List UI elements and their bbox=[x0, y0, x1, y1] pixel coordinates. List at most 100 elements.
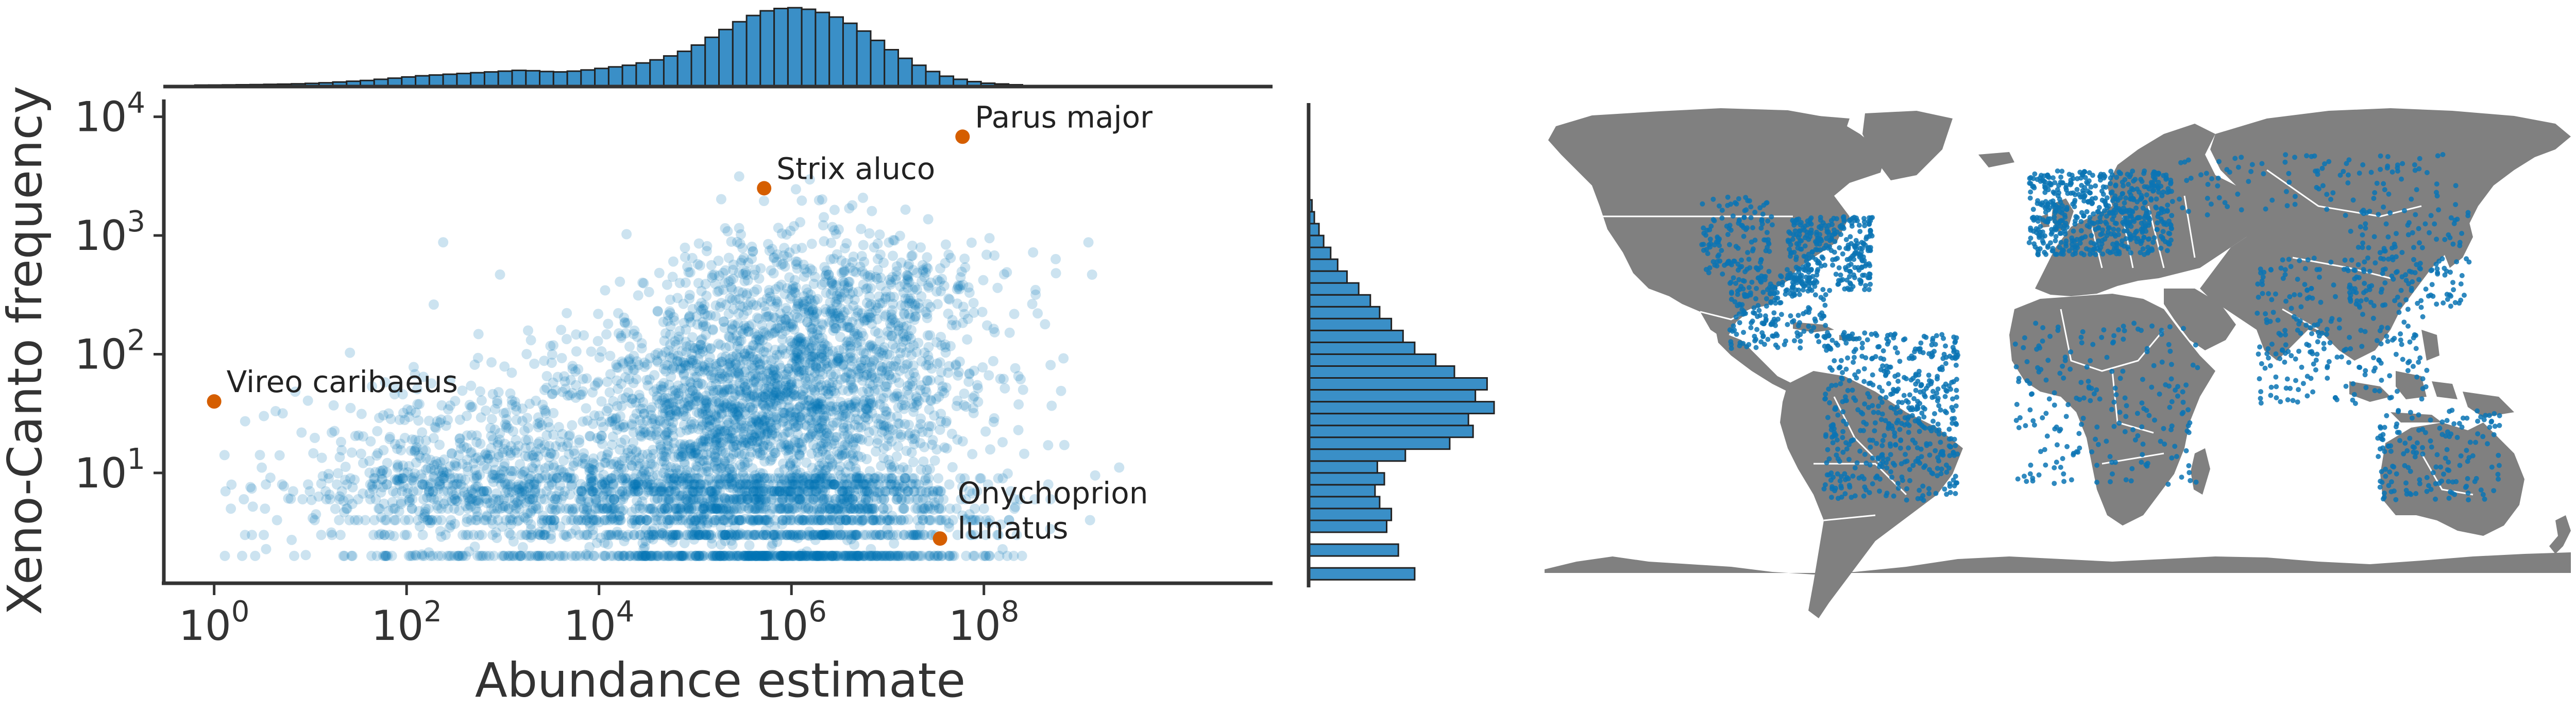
scatter-point bbox=[403, 550, 414, 561]
scatter-point bbox=[859, 316, 870, 327]
scatter-point bbox=[885, 411, 896, 422]
scatter-point bbox=[700, 436, 710, 447]
scatter-point bbox=[659, 430, 670, 441]
scatter-point bbox=[703, 409, 713, 419]
scatter-point bbox=[687, 358, 698, 368]
scatter-point bbox=[338, 550, 349, 561]
scatter-point bbox=[693, 486, 704, 496]
scatter-point bbox=[845, 352, 856, 363]
scatter-point bbox=[846, 534, 857, 545]
scatter-point bbox=[940, 515, 951, 526]
scatter-point bbox=[551, 504, 562, 515]
scatter-point bbox=[1114, 462, 1125, 473]
scatter-point bbox=[647, 526, 657, 537]
scatter-point bbox=[793, 334, 804, 345]
scatter-point bbox=[751, 373, 761, 384]
scatter-point bbox=[592, 503, 603, 514]
scatter-point bbox=[656, 515, 667, 526]
scatter-point bbox=[790, 184, 801, 195]
scatter-point bbox=[689, 473, 700, 484]
scatter-point bbox=[600, 285, 611, 296]
scatter-point bbox=[818, 404, 828, 415]
scatter-point bbox=[617, 356, 628, 367]
scatter-point bbox=[699, 309, 710, 319]
scatter-point bbox=[692, 486, 703, 497]
scatter-point bbox=[728, 391, 739, 402]
scatter-point bbox=[657, 451, 668, 462]
scatter-point bbox=[531, 395, 541, 406]
scatter-point bbox=[476, 455, 486, 466]
scatter-point bbox=[984, 233, 995, 244]
scatter-point bbox=[828, 479, 839, 490]
scatter-point bbox=[578, 416, 588, 427]
scatter-point bbox=[777, 515, 788, 526]
scatter-point bbox=[803, 479, 814, 490]
scatter-point bbox=[465, 448, 476, 459]
scatter-point bbox=[697, 379, 708, 390]
scatter-point bbox=[514, 515, 524, 526]
scatter-point bbox=[719, 386, 730, 397]
scatter-point bbox=[334, 452, 345, 463]
scatter-point bbox=[723, 309, 734, 319]
scatter-point bbox=[655, 486, 666, 497]
scatter-point bbox=[709, 457, 720, 468]
scatter-point bbox=[486, 357, 497, 368]
scatter-point bbox=[985, 444, 995, 455]
xhist-bar bbox=[925, 71, 941, 87]
scatter-point bbox=[523, 325, 533, 336]
scatter-point bbox=[951, 320, 961, 331]
scatter-point bbox=[827, 550, 838, 561]
scatter-point bbox=[758, 530, 769, 540]
scatter-point bbox=[526, 488, 536, 499]
scatter-point bbox=[732, 440, 742, 450]
scatter-point bbox=[703, 466, 714, 477]
scatter-point bbox=[452, 496, 463, 506]
xhist-bar bbox=[428, 74, 444, 87]
scatter-point bbox=[564, 467, 575, 478]
scatter-point bbox=[723, 510, 734, 521]
scatter-point bbox=[541, 430, 552, 441]
scatter-point bbox=[495, 269, 505, 280]
scatter-point bbox=[706, 538, 717, 549]
scatter-point bbox=[742, 392, 753, 402]
scatter-point bbox=[642, 359, 653, 370]
scatter-point bbox=[959, 388, 970, 399]
scatter-point bbox=[345, 347, 355, 358]
scatter-point bbox=[940, 239, 951, 250]
scatter-point bbox=[674, 278, 685, 289]
scatter-point bbox=[556, 353, 567, 363]
scatter-point bbox=[904, 298, 914, 309]
xhist-bar bbox=[759, 10, 775, 87]
scatter-point bbox=[808, 550, 819, 561]
scatter-point bbox=[844, 277, 855, 288]
scatter-point bbox=[759, 301, 770, 312]
scatter-point bbox=[723, 252, 734, 263]
scatter-point bbox=[923, 214, 934, 225]
scatter-point bbox=[727, 383, 738, 394]
scatter-point bbox=[587, 515, 598, 526]
scatter-point bbox=[788, 473, 798, 484]
scatter-point bbox=[874, 229, 885, 240]
scatter-point bbox=[809, 398, 820, 409]
scatter-point bbox=[684, 479, 695, 490]
scatter-point bbox=[601, 530, 612, 540]
scatter-point bbox=[754, 273, 765, 284]
scatter-point bbox=[686, 503, 697, 514]
scatter-point bbox=[219, 450, 230, 461]
scatter-point bbox=[706, 486, 717, 497]
scatter-point bbox=[643, 430, 654, 440]
scatter-point bbox=[475, 486, 486, 497]
scatter-point bbox=[685, 443, 696, 453]
scatter-point bbox=[947, 550, 958, 561]
scatter-point bbox=[917, 510, 927, 521]
scatter-point bbox=[893, 333, 904, 344]
scatter-point bbox=[900, 204, 911, 215]
scatter-point bbox=[807, 341, 818, 351]
scatter-point bbox=[894, 378, 905, 388]
scatter-point bbox=[540, 463, 551, 474]
scatter-point bbox=[927, 490, 938, 501]
scatter-point bbox=[718, 515, 728, 526]
scatter-point bbox=[900, 400, 910, 411]
scatter-point bbox=[761, 307, 771, 317]
scatter-point bbox=[849, 353, 859, 364]
